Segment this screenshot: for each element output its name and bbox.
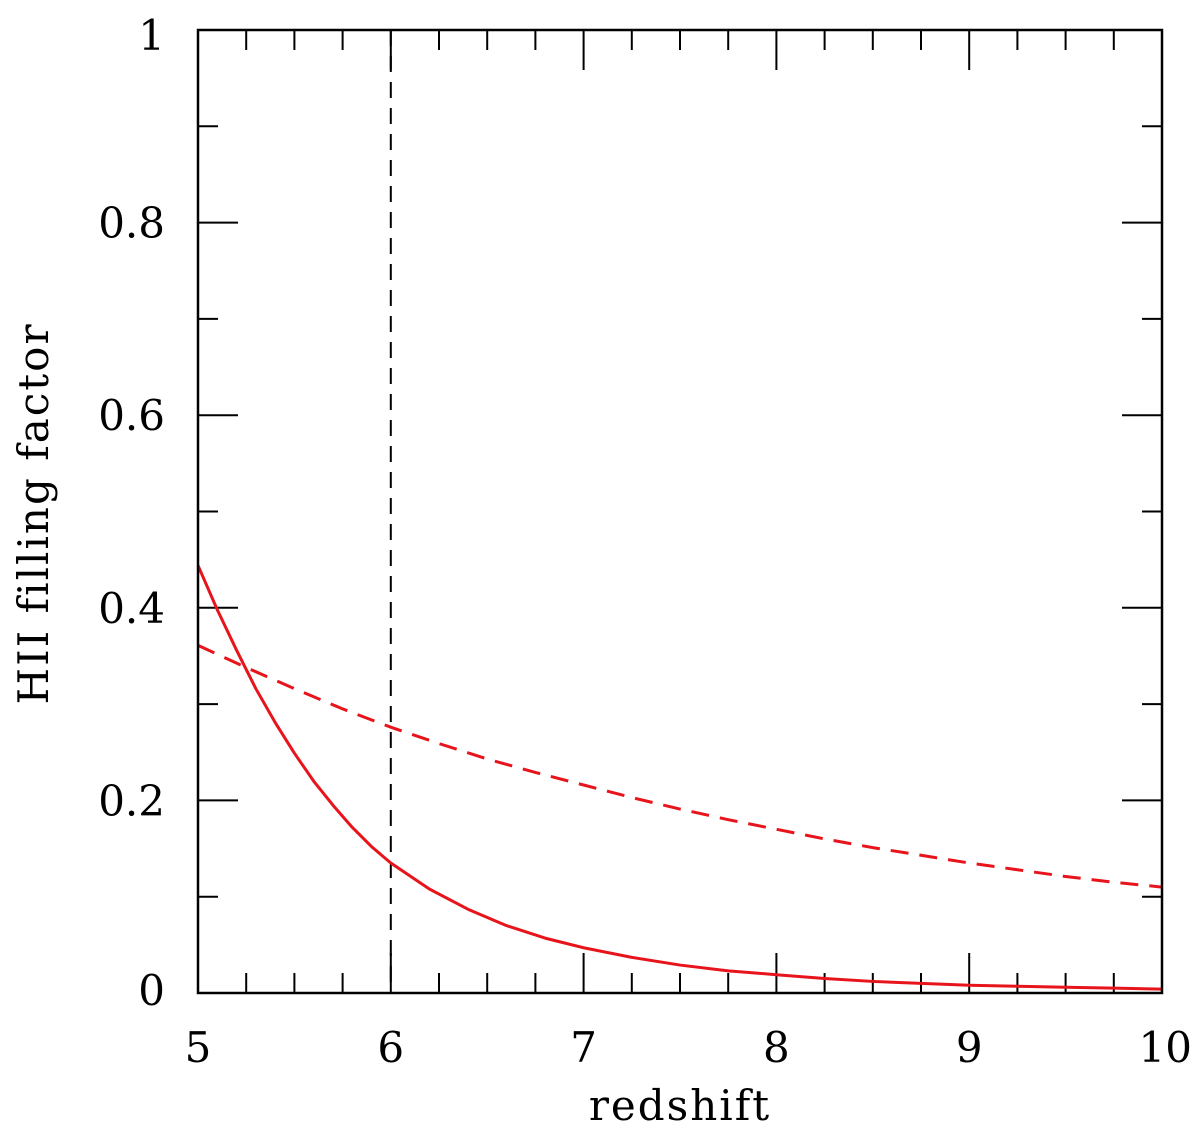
x-tick-label: 10 (1139, 1023, 1192, 1072)
dashed-series-line (197, 643, 1163, 889)
x-tick-labels: 5 6 7 8 9 10 (185, 1023, 1192, 1072)
y-tick-label: 0.8 (98, 199, 165, 248)
y-axis-label: HII filling factor (9, 322, 58, 704)
x-tick-label: 8 (763, 1023, 790, 1072)
x-tick-label: 6 (377, 1023, 404, 1072)
x-tick-label: 9 (956, 1023, 983, 1072)
major-ticks (197, 29, 1163, 994)
y-tick-label: 0.6 (98, 391, 165, 440)
x-tick-label: 7 (570, 1023, 597, 1072)
series-layer (196, 564, 1163, 991)
y-tick-label: 1 (138, 11, 165, 60)
minor-ticks (198, 30, 1162, 993)
plot-frame (196, 28, 1164, 995)
y-tick-label: 0 (138, 966, 165, 1015)
solid-series-line (196, 564, 1163, 991)
y-tick-label: 0.2 (98, 776, 165, 825)
x-axis-label: redshift (589, 1081, 771, 1128)
y-tick-label: 0.4 (98, 584, 165, 633)
y-tick-labels: 0 0.2 0.4 0.6 0.8 1 (98, 11, 165, 1015)
x-tick-label: 5 (185, 1023, 212, 1072)
